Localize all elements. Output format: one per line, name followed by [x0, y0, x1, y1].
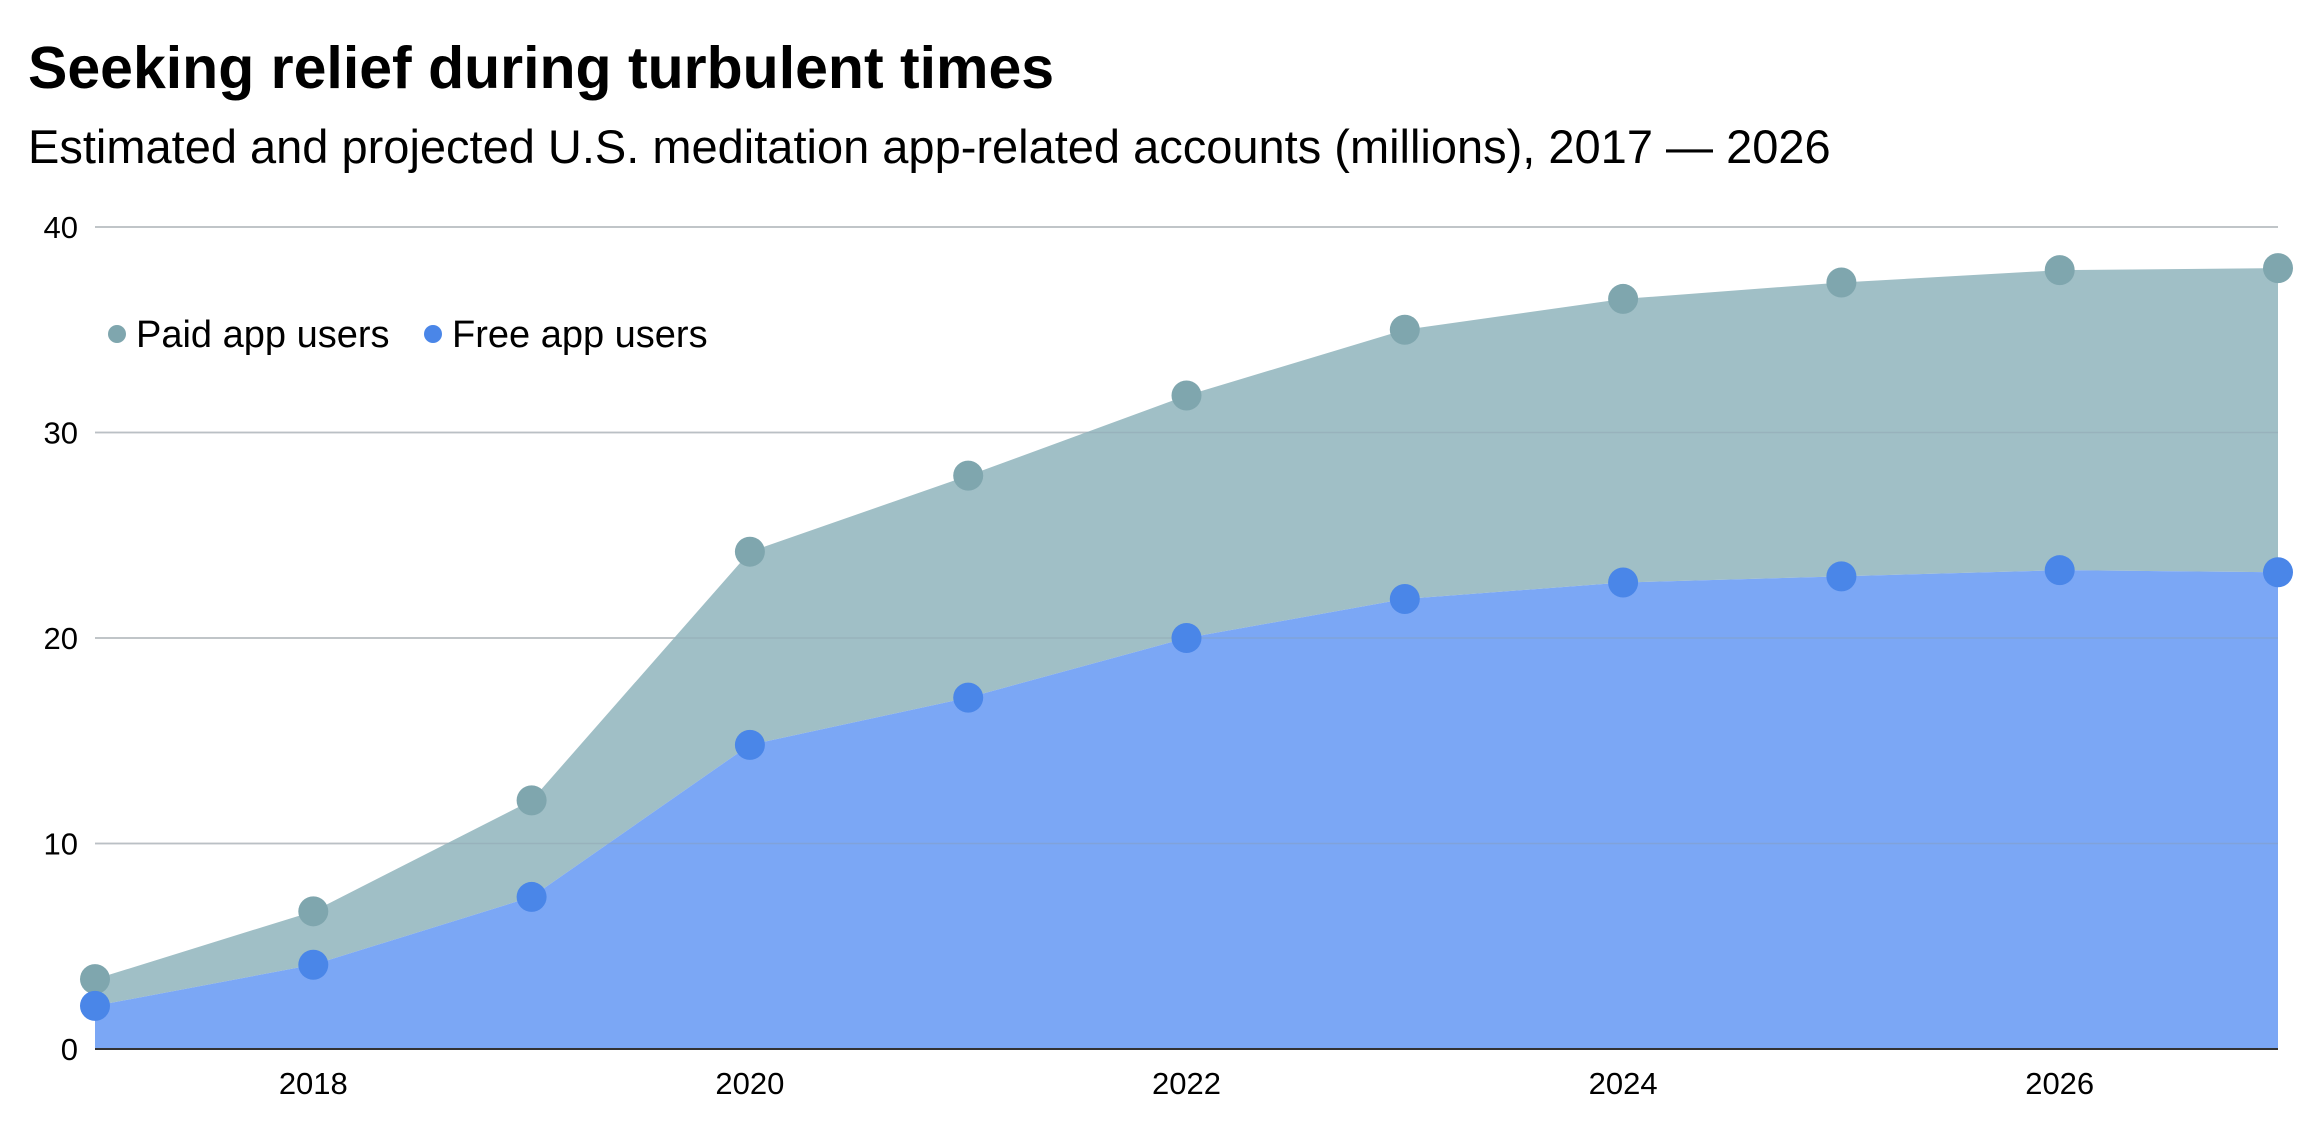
- y-tick-label: 30: [44, 416, 78, 451]
- y-tick-label: 20: [44, 621, 78, 656]
- paid-app-users-point: [953, 460, 984, 491]
- y-tick-label: 10: [44, 827, 78, 862]
- x-tick-label: 2022: [1152, 1066, 1221, 1101]
- free-app-users-point: [953, 682, 984, 713]
- chart-subtitle: Estimated and projected U.S. meditation …: [28, 120, 1831, 173]
- free-app-users-area: [95, 570, 2278, 1049]
- x-tick-label: 2024: [1589, 1066, 1658, 1101]
- paid-app-users-point: [298, 896, 329, 927]
- legend: Paid app users Free app users: [108, 314, 708, 356]
- free-app-users-point: [80, 990, 110, 1021]
- paid-app-users-point: [734, 536, 765, 567]
- x-tick-label: 2020: [715, 1066, 784, 1101]
- paid-app-users-point: [516, 785, 547, 816]
- free-app-users-point: [1171, 623, 1202, 653]
- paid-app-users-point: [1826, 267, 1857, 298]
- point-layer: [80, 253, 2293, 1021]
- legend-paid-marker: [108, 325, 126, 343]
- free-app-users-point: [2263, 557, 2293, 588]
- free-app-users-point: [2044, 555, 2075, 586]
- paid-app-users-point: [1389, 314, 1420, 345]
- legend-free-marker: [424, 325, 442, 343]
- free-app-users-point: [1389, 583, 1420, 614]
- paid-app-users-point: [80, 964, 110, 995]
- y-tick-label: 40: [44, 210, 78, 245]
- paid-app-users-point: [2044, 255, 2075, 286]
- free-app-users-point: [298, 949, 329, 980]
- paid-app-users-point: [1608, 283, 1639, 314]
- chart-title: Seeking relief during turbulent times: [28, 35, 1055, 101]
- free-app-users-point: [1826, 561, 1857, 592]
- x-tick-label: 2018: [279, 1066, 348, 1101]
- legend-paid-label: Paid app users: [136, 314, 390, 356]
- free-app-users-point: [734, 729, 765, 760]
- axis-layer: 0 10 20 30 40 2018 2020 2022 2024 2026: [44, 210, 2278, 1101]
- y-tick-label: 0: [61, 1032, 78, 1067]
- legend-free-label: Free app users: [452, 314, 708, 356]
- free-app-users-point: [516, 881, 547, 912]
- paid-app-users-point: [2263, 253, 2293, 284]
- free-app-users-point: [1608, 567, 1639, 598]
- paid-app-users-point: [1171, 380, 1202, 411]
- x-tick-label: 2026: [2025, 1066, 2094, 1101]
